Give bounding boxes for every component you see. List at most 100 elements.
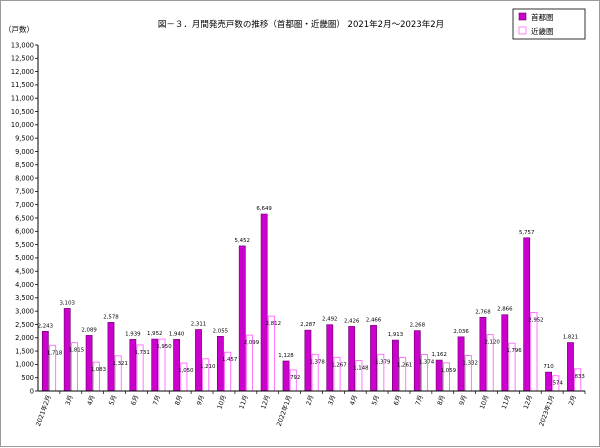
x-tick-label: 11月 [237,394,249,410]
bar-series [41,213,582,392]
data-label-series-1: 3,103 [60,300,75,306]
data-label-series-1: 1,939 [125,331,141,337]
data-label-series-2: 1,378 [309,359,325,365]
x-tick-label: 2月 [567,394,578,406]
y-tick-label: 0 [30,387,34,395]
data-label-series-2: 792 [290,375,300,381]
data-label-series-1: 5,452 [235,238,250,244]
bar-series-1 [348,326,356,392]
data-label-series-1: 2,036 [453,329,469,335]
data-label-series-1: 2,089 [81,327,97,333]
data-label-series-1: 1,821 [563,335,578,341]
y-tick-label: 9,500 [15,134,34,142]
data-label-series-1: 6,649 [256,206,272,212]
data-label-series-1: 1,940 [169,331,185,337]
y-tick-label: 7,500 [15,188,34,196]
data-label-series-2: 1,379 [375,359,391,365]
data-label-series-2: 1,796 [506,348,522,354]
x-tick-label: 5月 [107,394,118,406]
data-label-series-1: 2,578 [103,314,119,320]
bar-series-1 [216,336,224,392]
bar-series-1 [129,339,137,392]
data-label-series-2: 1,261 [397,362,412,368]
bar-series-1 [545,371,552,392]
bar-series-1 [107,322,115,392]
y-tick-label: 1,500 [15,347,34,355]
bar-series-1 [195,329,202,392]
bar-series-1 [326,324,334,392]
y-tick-label: 12,000 [11,68,34,76]
data-label-series-2: 1,210 [200,364,216,370]
y-tick-label: 3,000 [15,307,34,315]
x-tick-label: 4月 [86,394,97,406]
y-tick-label: 7,000 [15,201,34,209]
y-tick-label: 4,500 [15,268,34,276]
data-label-series-1: 710 [543,364,554,370]
x-tick-label: 3月 [326,394,337,406]
bar-series-1 [479,317,487,392]
data-label-series-2: 1,718 [47,350,63,356]
bar-series-2 [530,311,538,392]
data-label-series-2: 833 [575,374,585,380]
y-tick-label: 1,000 [15,361,34,369]
data-label-series-1: 1,952 [147,331,162,337]
legend-swatch-series-2 [518,26,527,35]
data-label-series-2: 1,731 [134,350,149,356]
x-tick-label: 7月 [414,394,425,406]
data-label-series-1: 1,128 [278,353,294,359]
x-tick-label: 2021年2月 [33,394,53,428]
data-labels: 2,243 1,718 3,103 1,815 2,089 1,083 2,578 1,321… [38,206,585,387]
data-label-series-2: 1,050 [178,368,194,374]
x-tick-label: 12月 [259,394,271,410]
data-label-series-2: 2,812 [266,321,281,327]
x-tick-label: 6月 [392,394,403,406]
y-tick-label: 2,000 [15,334,34,342]
x-tick-label: 10月 [215,394,227,410]
y-tick-label: 8,000 [15,174,34,182]
bar-series-2 [267,315,275,392]
y-tick-label: 8,500 [15,161,34,169]
y-tick-label: 10,000 [11,121,34,129]
x-tick-label: 2023年1月 [536,394,556,428]
x-tick-label: 12月 [522,394,534,410]
y-tick-label: 9,000 [15,148,34,156]
data-label-series-1: 1,913 [388,332,403,338]
bar-series-1 [238,245,246,392]
x-tick-label: 10月 [478,394,490,410]
y-tick-label: 12,500 [11,55,34,63]
data-label-series-2: 2,952 [528,317,543,323]
y-tick-label: 6,000 [15,228,34,236]
data-label-series-1: 5,757 [519,230,534,236]
data-label-series-2: 1,059 [441,368,457,374]
legend: 首都圏 近畿圏 [512,8,586,40]
x-tick-label: 2022年1月 [274,394,294,428]
data-label-series-1: 1,162 [431,352,446,358]
y-tick-label: 500 [21,374,34,382]
bar-series-1 [370,325,377,392]
bar-series-1 [523,237,531,392]
x-tick-label: 11月 [500,394,512,410]
y-tick-label: 11,000 [11,95,34,103]
y-axis-ticks: 0 500 1,000 1,500 2,000 2,500 3,000 3,500 4,000 4… [11,41,38,395]
data-label-series-2: 1,950 [156,344,172,350]
bar-series-1 [567,342,574,392]
y-axis-label: （戸数） [4,24,34,34]
x-tick-label: 5月 [370,394,381,406]
y-tick-label: 11,500 [11,81,34,89]
data-label-series-2: 1,815 [69,348,84,354]
x-axis-tick-labels: 2021年2月 3月 4月 5月 6月 7月 8月 9月 10月 11月 12月 2022年1月 2月 3… [33,391,586,428]
data-label-series-2: 2,099 [244,340,260,346]
data-label-series-1: 2,866 [497,307,513,313]
data-label-series-1: 2,311 [191,321,206,327]
x-tick-label: 9月 [195,394,206,406]
data-label-series-2: 1,267 [331,362,346,368]
x-tick-label: 3月 [64,394,75,406]
bar-series-1 [260,213,268,392]
y-tick-label: 5,500 [15,241,34,249]
x-tick-label: 4月 [348,394,359,406]
data-label-series-2: 1,321 [112,361,127,367]
data-label-series-1: 2,268 [410,323,426,329]
data-label-series-2: 1,083 [91,367,106,373]
data-label-series-1: 2,466 [366,317,382,323]
y-tick-label: 2,500 [15,321,34,329]
